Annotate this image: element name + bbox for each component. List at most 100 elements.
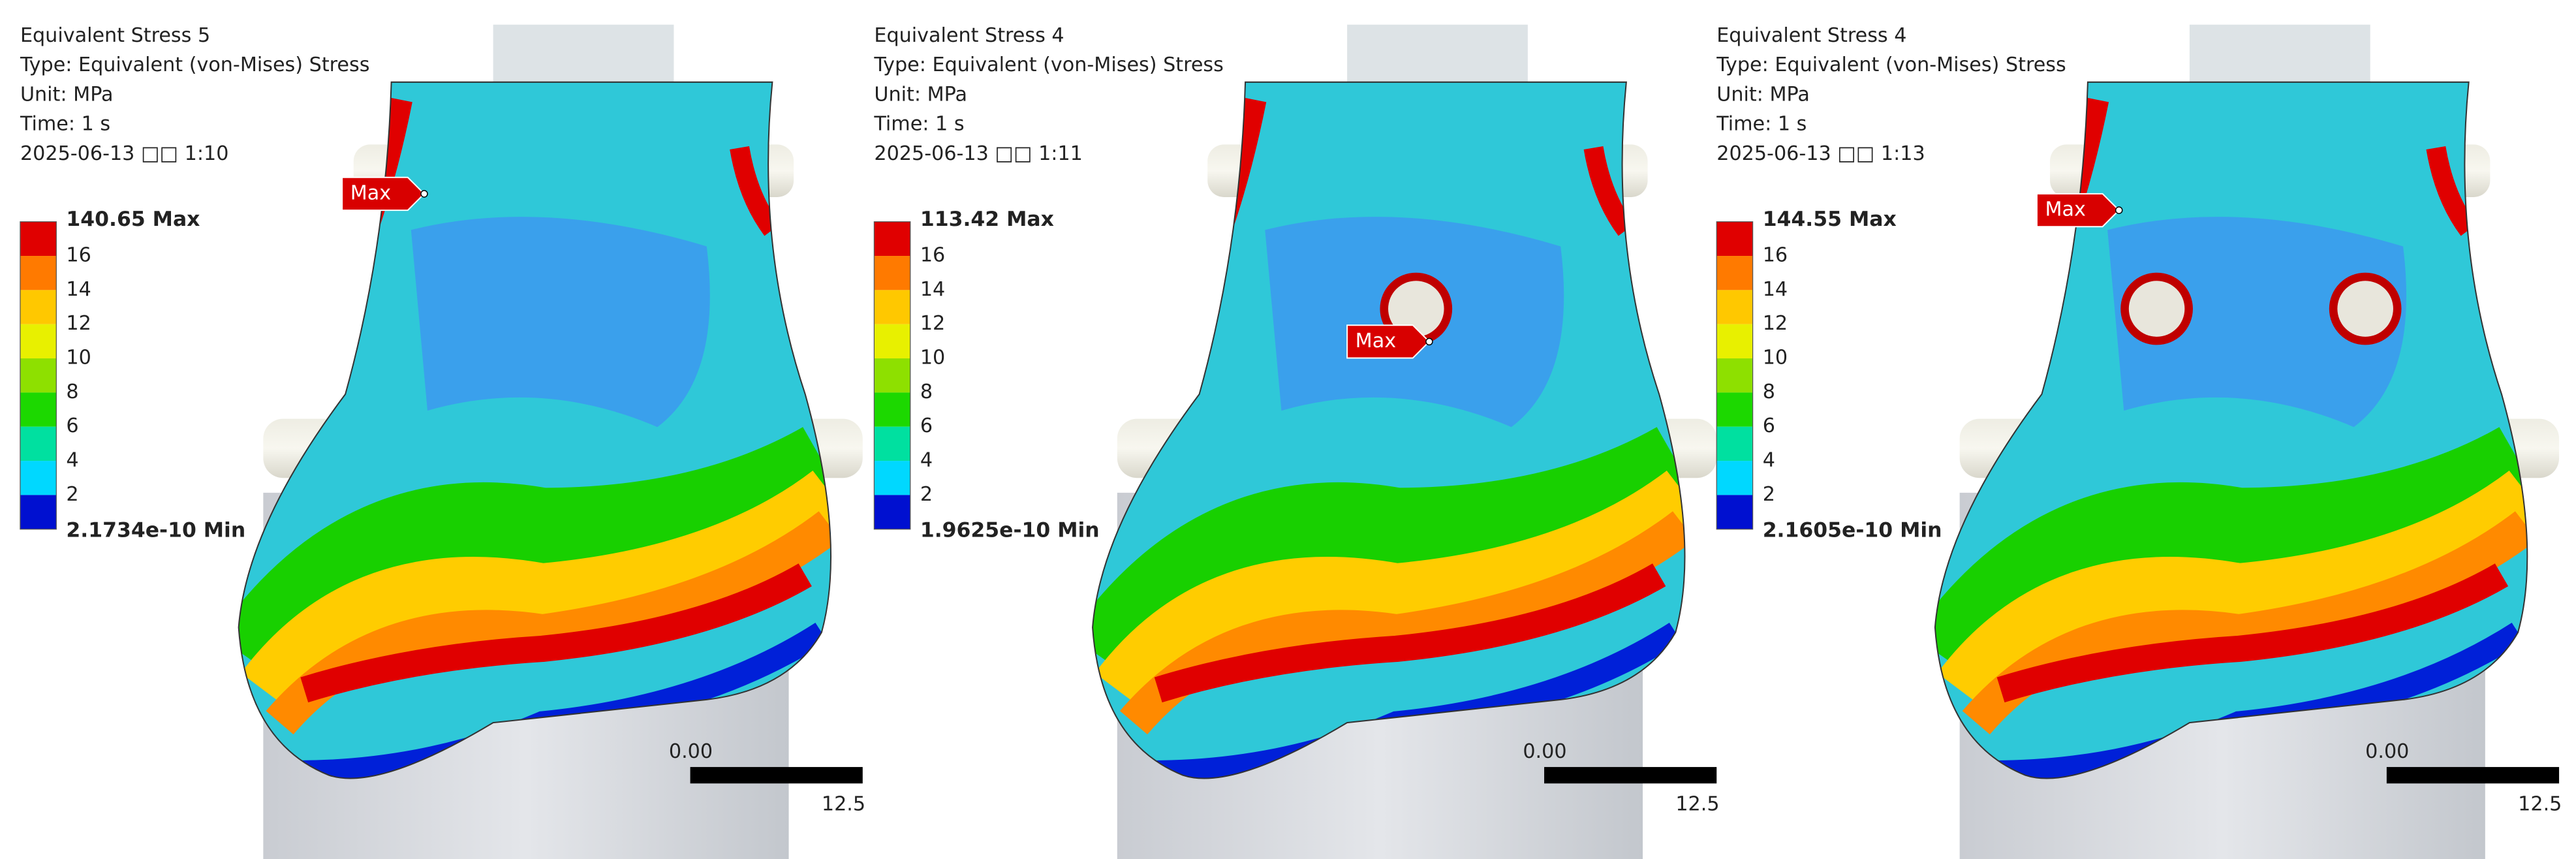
stress-peak [1583,146,1635,236]
legend-band [1716,358,1753,393]
legend-tick: 4 [66,449,78,472]
stress-higher [1119,511,1685,735]
scale-bar [2386,767,2560,784]
legend-band [874,290,910,324]
scale-start: 0.00 [2365,740,2409,763]
legend-tick: 14 [1763,278,1788,301]
stress-peak [730,146,781,236]
legend-tick: 6 [66,414,78,437]
legend-tick: 8 [1763,381,1775,403]
result-info: Unit: MPa [1716,83,1810,106]
legend-max: 140.65 Max [66,208,200,231]
legend-tick: 14 [66,278,91,301]
stress-higher [1962,511,2528,735]
legend-band [874,392,910,427]
legend-band [874,495,910,529]
result-info: Time: 1 s [873,113,964,136]
result-info: 2025-06-13 □□ 1:10 [20,142,228,165]
legend-tick: 4 [920,449,933,472]
legend-band [20,392,57,427]
legend-max: 113.42 Max [920,208,1054,231]
legend-tick: 12 [1763,312,1788,335]
scale-end: 12.5 [2518,792,2562,815]
legend-min: 1.9625e-10 Min [920,518,1100,542]
legend-tick: 2 [920,483,933,506]
legend-band [1716,290,1753,324]
legend-tick: 6 [1763,414,1775,437]
probe-label: Max [1356,330,1396,352]
legend-min: 2.1734e-10 Min [66,518,245,542]
legend-tick: 2 [1763,483,1775,506]
legend-tick: 10 [920,347,945,369]
scale-bar [690,767,863,784]
result-info: Unit: MPa [874,83,967,106]
scale-start: 0.00 [1523,740,1566,763]
legend-tick: 6 [920,414,933,437]
legend-band [20,290,57,324]
legend-tick: 14 [920,278,945,301]
legend-band [1716,392,1753,427]
probe-tag [1346,324,1431,359]
legend-tick: 16 [66,244,91,267]
scale-bar [1544,767,1717,784]
result-info: Type: Equivalent (von-Mises) Stress [20,54,370,76]
stress-high [1094,470,1685,707]
legend-band [1716,256,1753,290]
probe-point [420,190,428,198]
result-info: Equivalent Stress 4 [874,24,1064,47]
screw-hole [2337,281,2393,337]
legend-band [1716,461,1753,495]
legend-tick: 10 [1763,347,1788,369]
legend-band [20,426,57,461]
result-panel: Equivalent Stress 4 Type: Equivalent (von… [1716,24,2562,859]
result-panel: Equivalent Stress 5 Type: Equivalent (von… [20,24,865,859]
legend-band [874,324,910,359]
legend-tick: 8 [920,381,933,403]
legend-tick: 4 [1763,449,1775,472]
scale-start: 0.00 [669,740,713,763]
stress-higher [266,511,831,735]
stress-high [1937,470,2528,707]
legend-band [874,358,910,393]
scale-end: 12.5 [822,792,865,815]
stress-low [411,217,710,428]
result-info: Type: Equivalent (von-Mises) Stress [1716,54,2066,76]
legend-band [874,256,910,290]
stress-mid [1934,427,2528,679]
legend-band [874,461,910,495]
legend-frame [20,221,57,530]
legend-band [1716,495,1753,529]
stress-high [241,470,831,707]
screw-hole [2128,281,2185,337]
legend-tick: 16 [920,244,945,267]
legend-tick: 10 [66,347,91,369]
scale-end: 12.5 [1675,792,1719,815]
probe-point [2115,206,2123,214]
legend-min: 2.1605e-10 Min [1763,518,1942,542]
result-info: Equivalent Stress 5 [20,24,210,47]
probe-point [1425,337,1433,346]
screw-hole [1388,281,1444,337]
legend-tick: 12 [920,312,945,335]
result-panel: Equivalent Stress 4 Type: Equivalent (von… [873,24,1720,859]
result-info: 2025-06-13 □□ 1:11 [874,142,1082,165]
legend-frame [1716,221,1754,530]
legend-band [1716,324,1753,359]
legend-band [20,324,57,359]
stress-mid [238,427,831,679]
stress-mid [1093,427,1685,679]
legend-band [1716,221,1753,257]
probe-tag [341,176,426,211]
legend-tick: 16 [1763,244,1788,267]
legend-band [874,426,910,461]
legend-tick: 12 [66,312,91,335]
result-info: Type: Equivalent (von-Mises) Stress [873,54,1224,76]
result-info: Time: 1 s [1716,113,1807,136]
stress-peak [1154,563,1666,703]
probe-label: Max [2045,198,2085,221]
legend-frame [873,221,911,530]
legend-band [20,495,57,529]
result-info: 2025-06-13 □□ 1:13 [1716,142,1925,165]
stress-peak [300,563,812,703]
